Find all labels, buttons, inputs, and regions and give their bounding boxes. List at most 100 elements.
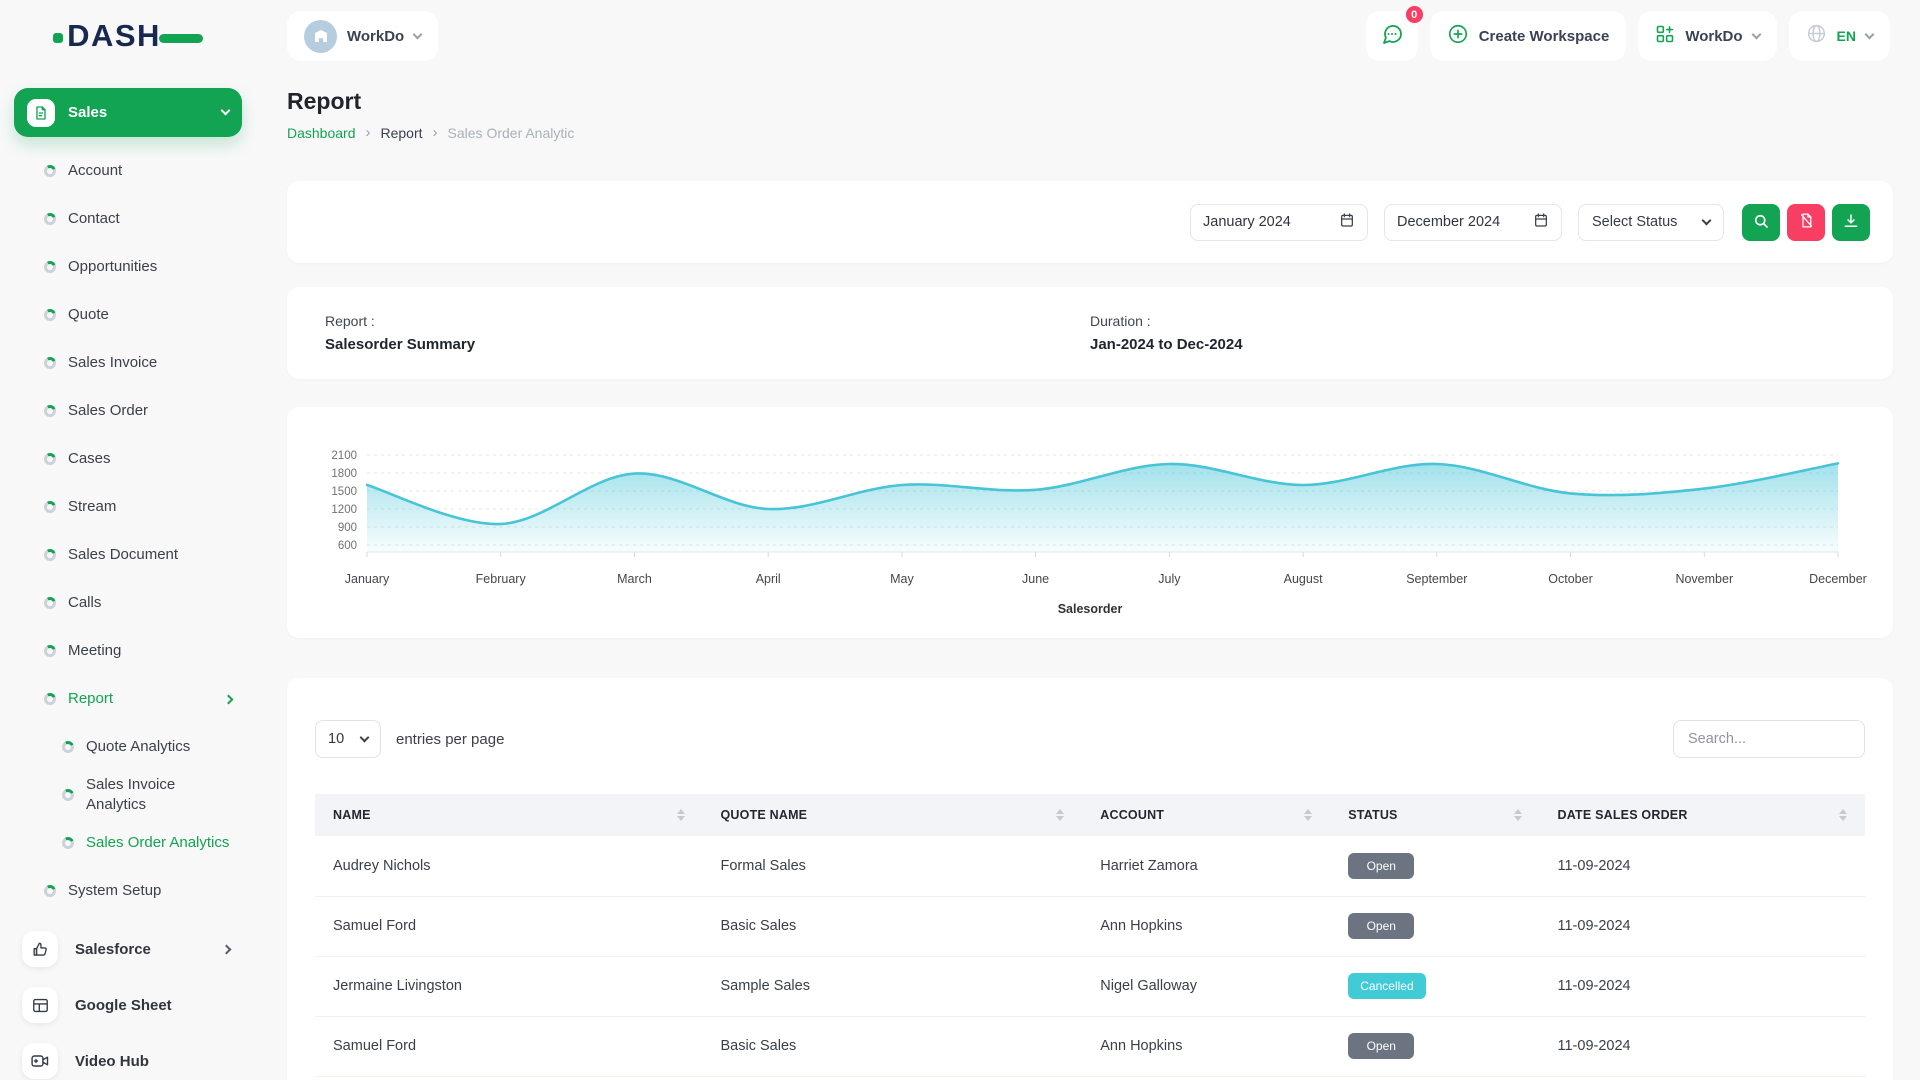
status-select[interactable]: Select Status <box>1578 203 1724 241</box>
cell-date-sales-order: 11-09-2024 <box>1539 956 1865 1017</box>
sidebar-item-report[interactable]: Report <box>0 675 256 723</box>
salesorder-area-chart: 600 900 1200 1500 1800 2100 January February Mar… <box>331 450 1867 586</box>
thumbs-up-icon <box>22 931 58 967</box>
svg-text:October: October <box>1548 572 1592 586</box>
bullet-icon <box>44 549 56 561</box>
table-card: 10 entries per page NAME QUOTE NAME ACCOUN… <box>287 678 1893 1080</box>
cell-quote-name: Formal Sales <box>702 836 1083 897</box>
cell-status: Open <box>1330 836 1540 897</box>
calendar-icon <box>1533 212 1549 232</box>
chevron-right-icon <box>221 944 232 954</box>
svg-text:2100: 2100 <box>331 450 357 462</box>
workspace-switcher-label: WorkDo <box>1685 27 1743 45</box>
sidebar-item-label: Quote <box>68 305 109 323</box>
sidebar-item-label: Quote Analytics <box>86 737 191 755</box>
svg-text:September: September <box>1406 572 1467 586</box>
sidebar-item-quote[interactable]: Quote <box>0 291 256 339</box>
sidebar-item-stream[interactable]: Stream <box>0 483 256 531</box>
workspace-pill[interactable]: WorkDo <box>287 11 439 61</box>
end-date-input[interactable]: December 2024 <box>1384 203 1562 241</box>
breadcrumb-item-dashboard[interactable]: Dashboard <box>287 124 356 141</box>
sidebar-group-label: Sales <box>68 104 108 121</box>
workspace-switcher[interactable]: WorkDo <box>1638 11 1777 61</box>
workspace-pill-label: WorkDo <box>347 27 405 45</box>
sidebar-item-quote-analytics[interactable]: Quote Analytics <box>0 723 256 771</box>
sidebar-item-sales-order-analytics[interactable]: Sales Order Analytics <box>0 819 256 867</box>
sidebar-item-opportunities[interactable]: Opportunities <box>0 243 256 291</box>
column-header-name[interactable]: NAME <box>315 794 703 836</box>
start-date-value: January 2024 <box>1203 214 1291 230</box>
logo-text: DASH <box>67 18 161 53</box>
bullet-icon <box>44 453 56 465</box>
video-camera-icon <box>22 1043 58 1079</box>
sort-icon[interactable] <box>1839 809 1847 821</box>
column-header-status[interactable]: STATUS <box>1330 794 1540 836</box>
cell-name: Audrey Nichols <box>315 836 703 897</box>
sidebar-app-label: Salesforce <box>75 940 151 958</box>
cell-status: Open <box>1330 1016 1540 1077</box>
bullet-icon <box>44 501 56 513</box>
chevron-down-icon <box>1751 29 1761 39</box>
sidebar-item-sales-order[interactable]: Sales Order <box>0 387 256 435</box>
duration-label: Duration : <box>1090 313 1151 329</box>
sidebar-item-cases[interactable]: Cases <box>0 435 256 483</box>
entries-per-page-select[interactable]: 10 <box>315 720 381 758</box>
sidebar-app-label: Google Sheet <box>75 996 172 1014</box>
search-button[interactable] <box>1742 203 1780 241</box>
download-button[interactable] <box>1832 203 1870 241</box>
sidebar-app-google-sheet[interactable]: Google Sheet <box>0 977 256 1033</box>
cell-account: Ann Hopkins <box>1082 896 1331 957</box>
sort-icon[interactable] <box>676 809 685 821</box>
cell-name: Jermaine Livingston <box>315 956 703 1017</box>
bullet-icon <box>44 693 56 705</box>
search-icon <box>1752 212 1770 233</box>
chevron-down-icon <box>359 732 370 742</box>
cell-quote-name: Basic Sales <box>702 896 1083 957</box>
sidebar-item-account[interactable]: Account <box>0 147 256 195</box>
cell-account: Ann Hopkins <box>1082 1016 1331 1077</box>
sidebar-item-label: Meeting <box>68 641 122 659</box>
sidebar-item-meeting[interactable]: Meeting <box>0 627 256 675</box>
messages-button[interactable]: 0 <box>1365 4 1425 61</box>
sidebar-app-label: Video Hub <box>75 1052 149 1070</box>
column-header-date-sales-order[interactable]: DATE SALES ORDER <box>1539 794 1865 836</box>
column-header-account[interactable]: ACCOUNT <box>1082 794 1331 836</box>
sidebar-app-salesforce[interactable]: Salesforce <box>0 921 256 977</box>
sort-icon[interactable] <box>1056 809 1065 821</box>
sidebar-item-calls[interactable]: Calls <box>0 579 256 627</box>
cell-status: Open <box>1330 896 1540 957</box>
breadcrumb-item-sales-order-analytic: Sales Order Analytic <box>447 124 575 141</box>
cell-date-sales-order: 11-09-2024 <box>1539 1016 1865 1077</box>
sidebar-group-sales[interactable]: Sales <box>14 88 242 137</box>
bullet-icon <box>44 645 56 657</box>
brand-logo[interactable]: DASH <box>0 0 256 72</box>
language-selector[interactable]: EN <box>1788 11 1890 61</box>
create-workspace-button[interactable]: Create Workspace <box>1429 11 1627 61</box>
cell-account: Nigel Galloway <box>1082 956 1331 1017</box>
sidebar-item-system-setup[interactable]: System Setup <box>0 867 256 915</box>
sort-icon[interactable] <box>1304 809 1313 821</box>
svg-text:December: December <box>1809 572 1867 586</box>
breadcrumb-item-report[interactable]: Report <box>380 124 423 141</box>
sidebar-item-sales-document[interactable]: Sales Document <box>0 531 256 579</box>
logo-accent-dash <box>158 33 203 43</box>
sidebar-item-contact[interactable]: Contact <box>0 195 256 243</box>
table-grid-icon <box>22 987 58 1023</box>
table-row: Audrey Nichols Formal Sales Harriet Zamora… <box>315 836 1865 897</box>
sidebar-item-label: Sales Document <box>68 545 179 563</box>
sidebar-app-video-hub[interactable]: Video Hub <box>0 1033 256 1080</box>
search-input[interactable] <box>1673 720 1865 758</box>
svg-text:1500: 1500 <box>331 486 357 498</box>
calendar-icon <box>1339 212 1355 232</box>
report-value: Salesorder Summary <box>325 336 476 353</box>
svg-text:May: May <box>890 572 914 586</box>
chat-icon <box>1380 22 1404 51</box>
sort-icon[interactable] <box>1513 809 1522 821</box>
globe-icon <box>1806 23 1827 49</box>
sidebar-item-sales-invoice-analytics[interactable]: Sales Invoice Analytics <box>0 771 256 819</box>
column-header-quote-name[interactable]: QUOTE NAME <box>702 794 1083 836</box>
start-date-input[interactable]: January 2024 <box>1190 203 1368 241</box>
sidebar-item-label: System Setup <box>68 881 162 899</box>
sidebar-item-sales-invoice[interactable]: Sales Invoice <box>0 339 256 387</box>
clear-filter-button[interactable] <box>1787 203 1825 241</box>
